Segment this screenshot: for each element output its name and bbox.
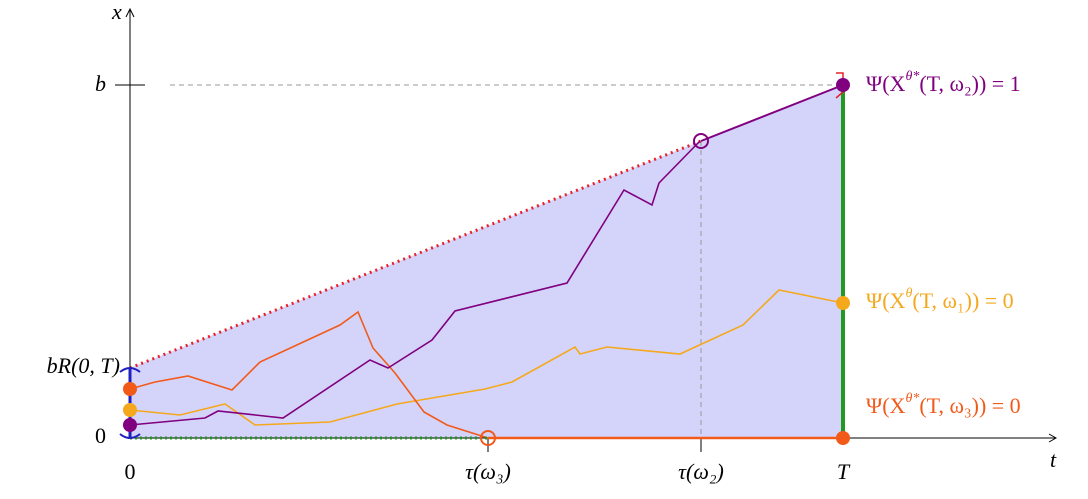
boundary [129, 139, 702, 370]
y-tick-label: b [95, 71, 106, 96]
end-point [836, 78, 850, 92]
y-tick-label: 0 [95, 423, 106, 448]
region [130, 85, 843, 438]
start-point [123, 418, 137, 432]
y-axis-label: x [111, 0, 122, 24]
x-tick-label: τ(ω₃) [465, 459, 511, 484]
x-tick-label: T [837, 459, 851, 484]
end-point [836, 431, 850, 445]
stop-marker [693, 133, 709, 149]
x-tick-label: 0 [125, 459, 136, 484]
arrow [1048, 433, 1058, 443]
annotation: Ψ(Xθ*(T, ω₃)) = 0 [866, 391, 1021, 418]
boundary [700, 84, 844, 142]
annotation: Ψ(Xθ*(T, ω₂)) = 1 [866, 69, 1021, 96]
path-omega2 [129, 140, 701, 426]
x-tick-label: τ(ω₂) [678, 459, 724, 484]
end-point [836, 296, 850, 310]
start-point [123, 403, 137, 417]
arrow [125, 7, 135, 18]
bracket [119, 367, 141, 439]
annotation: Ψ(Xθ(T, ω₁)) = 0 [866, 286, 1014, 313]
bracket [835, 72, 844, 99]
start-point [123, 382, 137, 396]
path-omega3 [129, 310, 489, 439]
y-tick-label: bR(0, T) [47, 353, 120, 378]
x-axis-label: t [1050, 447, 1057, 472]
stop-marker [480, 430, 496, 446]
path-omega1 [129, 289, 844, 426]
